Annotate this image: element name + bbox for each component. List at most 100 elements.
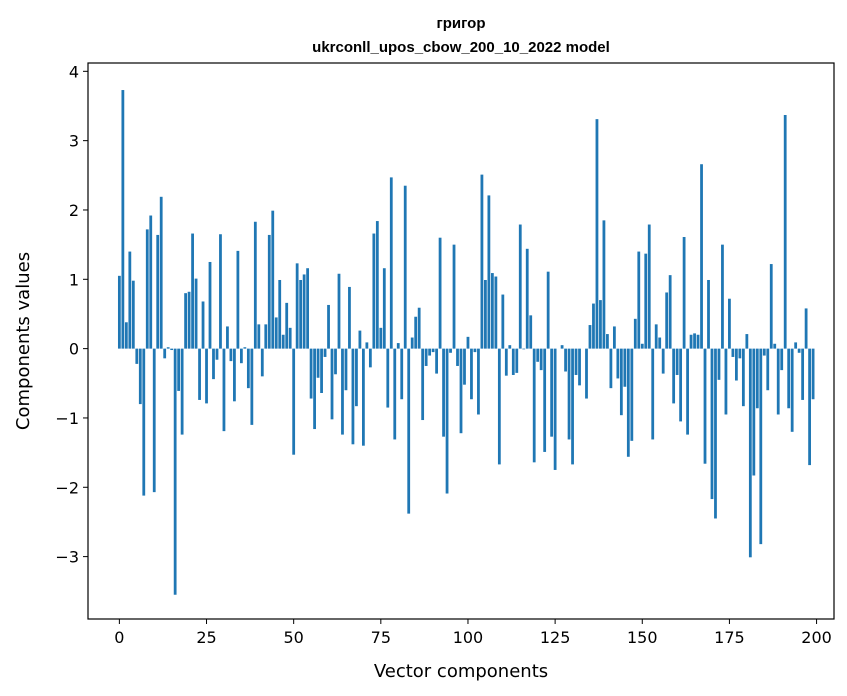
bar (668, 275, 672, 349)
bar (337, 273, 341, 349)
bar (250, 348, 254, 425)
bar (679, 348, 683, 422)
bar (424, 348, 428, 366)
bar (626, 348, 630, 457)
bar (532, 348, 536, 463)
bar (661, 348, 665, 374)
bar (138, 348, 142, 405)
bar (529, 315, 533, 349)
bar (236, 250, 240, 349)
bar (452, 244, 456, 349)
bar (637, 251, 641, 349)
bar (330, 348, 334, 420)
bar (470, 348, 473, 400)
bar (466, 336, 470, 349)
plot-frame (87, 62, 835, 620)
bar (804, 308, 808, 349)
bar (142, 348, 146, 496)
bar (191, 233, 194, 349)
bar (473, 348, 477, 353)
bar (616, 348, 620, 379)
bar (156, 234, 160, 349)
bar (602, 220, 606, 349)
bar (274, 317, 278, 349)
bar (654, 324, 658, 349)
bar (222, 348, 226, 432)
bar (243, 347, 247, 349)
bar (379, 327, 383, 349)
y-tick-label: 0 (69, 340, 79, 359)
bar (121, 90, 125, 349)
bar (449, 348, 452, 353)
bar (738, 348, 742, 359)
bar (205, 348, 208, 404)
bar (525, 248, 529, 349)
bar (334, 348, 337, 375)
bar (159, 196, 163, 349)
bar (264, 324, 268, 349)
bar (316, 348, 320, 378)
y-tick-label: −3 (55, 548, 79, 567)
bar (281, 334, 285, 349)
bar (362, 348, 365, 446)
bar (239, 348, 243, 364)
bar (187, 291, 191, 349)
bar (762, 348, 766, 356)
bar (358, 330, 362, 349)
bar (320, 348, 323, 393)
bar (504, 348, 508, 376)
bar (518, 224, 522, 349)
bar (233, 348, 236, 402)
bar (355, 348, 358, 407)
bar (135, 348, 139, 364)
bar (490, 273, 494, 349)
y-tick-label: −1 (55, 409, 79, 428)
bar (410, 337, 414, 349)
bar (351, 348, 355, 445)
bar (396, 343, 400, 349)
bar (578, 348, 581, 386)
bar (497, 348, 501, 465)
bar (484, 279, 487, 349)
bar (198, 348, 201, 400)
bar (599, 300, 602, 349)
bar (246, 348, 250, 389)
bar (194, 278, 198, 349)
bar (229, 348, 233, 362)
chart-subtitle: ukrconll_upos_cbow_200_10_2022 model (312, 39, 610, 56)
bar (417, 307, 421, 349)
bar (588, 325, 592, 349)
bar (773, 343, 777, 349)
y-tick-label: 3 (69, 132, 79, 151)
bar (759, 348, 763, 545)
bar (128, 251, 132, 349)
bar (271, 210, 275, 349)
bar (707, 279, 710, 349)
x-tick-label: 0 (114, 628, 124, 647)
bar (766, 348, 770, 391)
bar (257, 324, 261, 349)
bar (292, 348, 296, 455)
y-tick-label: 4 (69, 62, 79, 81)
bar (341, 348, 344, 435)
bar (724, 348, 728, 415)
bar (344, 348, 348, 391)
x-axis: 0 25 50 75 100 125 150 175 200 (114, 619, 832, 647)
bar (201, 301, 205, 349)
chart-title: григор (436, 15, 485, 32)
bar (783, 115, 787, 349)
bar (407, 348, 411, 514)
bar (522, 348, 526, 350)
bar (177, 348, 181, 391)
bar (612, 326, 616, 349)
bar (567, 348, 571, 440)
bar (278, 279, 282, 349)
bar (508, 345, 512, 349)
bar (215, 348, 219, 360)
bar (323, 348, 327, 357)
x-axis-label: Vector components (374, 661, 548, 682)
y-tick-label: −2 (55, 478, 79, 497)
bar (386, 348, 390, 408)
bar (633, 318, 637, 349)
